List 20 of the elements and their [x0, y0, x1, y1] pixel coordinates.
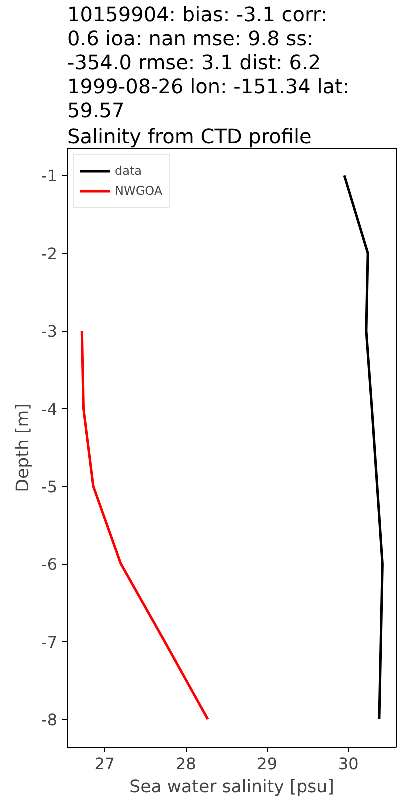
x-tick-label: 27 — [94, 754, 116, 774]
y-tick-label: -1 — [42, 166, 58, 186]
y-tick-label: -7 — [42, 632, 58, 652]
x-tick-label: 30 — [338, 754, 359, 774]
chart-subtitle: Salinity from CTD profile — [68, 124, 312, 148]
y-tick-label: -2 — [42, 244, 58, 264]
line-series — [80, 330, 210, 721]
y-tick-label: -3 — [42, 322, 58, 342]
chart-title: 10159904: bias: -3.1 corr: 0.6 ioa: nan mse: 9.8 ss: -354.0 rmse: 3.1 dist: 6.2 1999-08-26 lon: -151.34 lat: 59.57 — [68, 2, 350, 122]
y-axis-title: Depth [m] — [14, 404, 34, 492]
y-tick-label: -8 — [42, 710, 58, 730]
y-tick-label: -6 — [42, 555, 58, 574]
legend-label: data — [115, 164, 142, 178]
line-series — [343, 174, 384, 721]
x-tick-label: 29 — [257, 754, 278, 774]
x-axis-title: Sea water salinity [psu] — [130, 778, 334, 798]
y-tick-label: -4 — [42, 400, 58, 419]
legend-label: NWGOA — [115, 184, 163, 198]
x-tick-label: 28 — [176, 754, 196, 774]
y-tick-label: -5 — [42, 477, 58, 496]
